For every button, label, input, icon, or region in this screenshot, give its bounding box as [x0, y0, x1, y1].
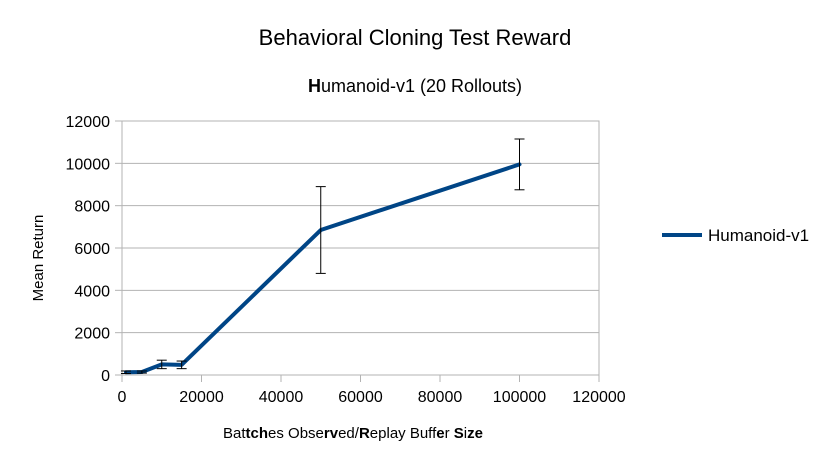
error-bars	[120, 138, 525, 375]
x-tick-label: 60000	[338, 389, 383, 406]
y-tick-labels: 0 2000 4000 6000 8000 10000 12000	[66, 114, 111, 385]
y-tick-label: 0	[101, 368, 110, 385]
grid-lines	[122, 120, 599, 376]
chart-subtitle-bold: H	[308, 76, 321, 96]
y-tick-label: 10000	[66, 156, 111, 173]
x-axis-label-segment: eplay Buff	[370, 425, 437, 442]
y-tick-label: 4000	[74, 283, 110, 300]
legend-label: Humanoid-v1	[708, 226, 809, 245]
error-bar	[315, 186, 326, 274]
x-axis-label-segment: e	[436, 425, 444, 442]
y-tick-label: 8000	[74, 199, 110, 216]
error-bar	[514, 138, 525, 191]
error-bar	[120, 370, 131, 375]
x-axis-label-segment: ed/	[338, 425, 360, 442]
x-axis-label-segment: S	[454, 425, 464, 442]
x-tick-labels: 0 20000 40000 60000 80000 100000 120000	[118, 389, 626, 406]
x-axis-label-segment: es Obse	[268, 425, 324, 442]
x-tick-label: 40000	[259, 389, 304, 406]
x-axis-label-segment: rv	[324, 425, 339, 442]
x-axis-label: Battches Observed/Replay Buffer Size	[223, 425, 483, 442]
x-tick-label: 100000	[493, 389, 546, 406]
x-axis-label-segment: R	[359, 425, 370, 442]
y-tick-label: 2000	[74, 326, 110, 343]
chart-subtitle-rest: umanoid-v1 (20 Rollouts)	[321, 76, 522, 96]
x-tick-label: 120000	[572, 389, 625, 406]
error-bar	[136, 370, 147, 374]
legend: Humanoid-v1	[662, 226, 809, 245]
x-axis-label-segment: i	[464, 425, 467, 442]
error-bar	[176, 360, 187, 370]
x-tick-label: 20000	[179, 389, 224, 406]
y-tick-label: 6000	[74, 241, 110, 258]
x-axis-label-segment: r	[445, 425, 454, 442]
series-layer	[123, 162, 522, 375]
y-axis-label: Mean Return	[30, 215, 47, 302]
y-tick-label: 12000	[66, 114, 111, 131]
axes	[115, 120, 600, 382]
chart-title: Behavioral Cloning Test Reward	[259, 25, 572, 50]
x-axis-label-segment: tch	[246, 425, 269, 442]
x-tick-label: 0	[118, 389, 127, 406]
chart-subtitle: Humanoid-v1 (20 Rollouts)	[308, 76, 522, 96]
x-axis-label-segment: ze	[467, 425, 483, 442]
error-bar	[156, 359, 167, 370]
series-line-0	[123, 162, 522, 375]
x-axis-label-segment: Bat	[223, 425, 246, 442]
x-tick-label: 80000	[418, 389, 463, 406]
